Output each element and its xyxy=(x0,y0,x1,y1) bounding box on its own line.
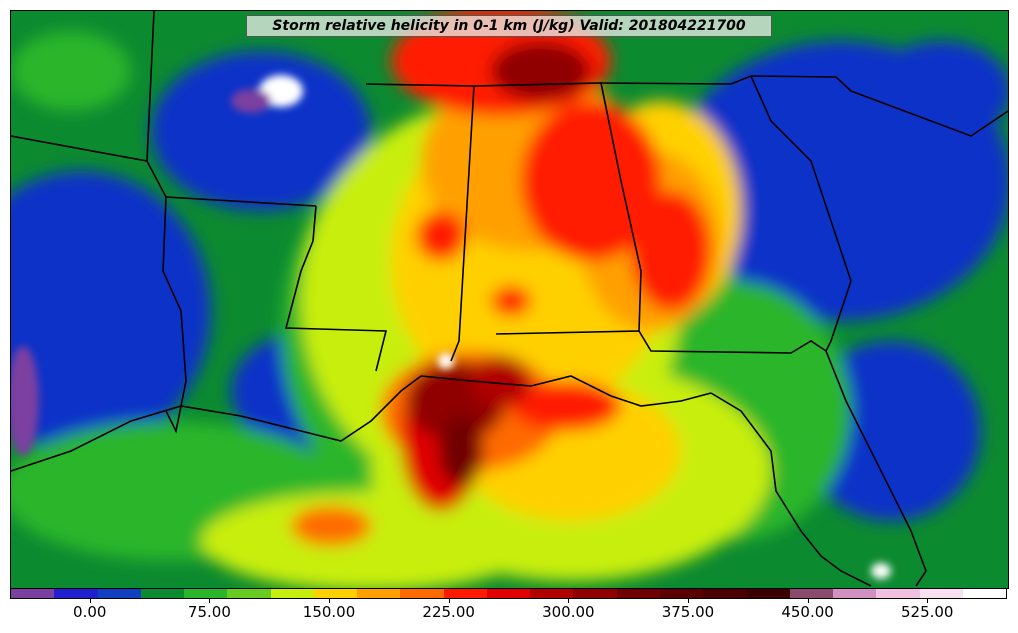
colorbar-tick xyxy=(329,599,331,603)
colorbar-segment xyxy=(573,589,617,598)
colorbar-segment xyxy=(11,589,55,598)
colorbar-tick-label: 0.00 xyxy=(73,603,107,621)
colorbar-segment xyxy=(703,589,747,598)
colorbar-tick xyxy=(568,599,570,603)
colorbar-segment xyxy=(746,589,790,598)
colorbar-segment xyxy=(184,589,228,598)
colorbar-tick xyxy=(687,599,689,603)
colorbar-segment xyxy=(313,589,358,598)
colorbar xyxy=(10,588,1007,599)
map-panel xyxy=(10,10,1009,589)
colorbar-segment xyxy=(54,589,98,598)
map-title: Storm relative helicity in 0-1 km (J/kg)… xyxy=(246,15,772,37)
helicity-field xyxy=(11,11,1008,588)
colorbar-tick-label: 75.00 xyxy=(187,603,231,621)
colorbar-segment xyxy=(919,589,963,598)
colorbar-tick-label: 300.00 xyxy=(542,603,595,621)
extreme-spots xyxy=(11,75,891,579)
helicity-map xyxy=(11,11,1008,588)
colorbar-segment xyxy=(270,589,314,598)
colorbar-segment xyxy=(97,589,141,598)
colorbar-tick-label: 150.00 xyxy=(302,603,356,621)
colorbar-tick xyxy=(807,599,809,603)
colorbar-segment xyxy=(140,589,185,598)
colorbar-segment xyxy=(833,589,877,598)
colorbar-segment xyxy=(486,589,531,598)
colorbar-ticks: 0.00 75.00 150.00 225.00 300.00 375.00 450.00 5… xyxy=(10,599,1007,629)
colorbar-tick xyxy=(448,599,450,603)
colorbar-segment xyxy=(616,589,660,598)
colorbar-tick xyxy=(927,599,929,603)
boundaries xyxy=(11,11,1008,587)
colorbar-segment xyxy=(357,589,401,598)
colorbar-tick xyxy=(89,599,91,603)
colorbar-tick-label: 525.00 xyxy=(900,603,954,621)
colorbar-segment xyxy=(876,589,920,598)
colorbar-segment xyxy=(789,589,834,598)
colorbar-segment xyxy=(227,589,271,598)
colorbar-tick-label: 375.00 xyxy=(661,603,715,621)
colorbar-segment xyxy=(530,589,574,598)
colorbar-segment xyxy=(400,589,444,598)
colorbar-segment xyxy=(659,589,704,598)
colorbar-tick-label: 450.00 xyxy=(781,603,834,621)
colorbar-segment xyxy=(443,589,487,598)
colorbar-segment xyxy=(962,589,1007,598)
colorbar-tick xyxy=(209,599,211,603)
colorbar-tick-label: 225.00 xyxy=(422,603,475,621)
